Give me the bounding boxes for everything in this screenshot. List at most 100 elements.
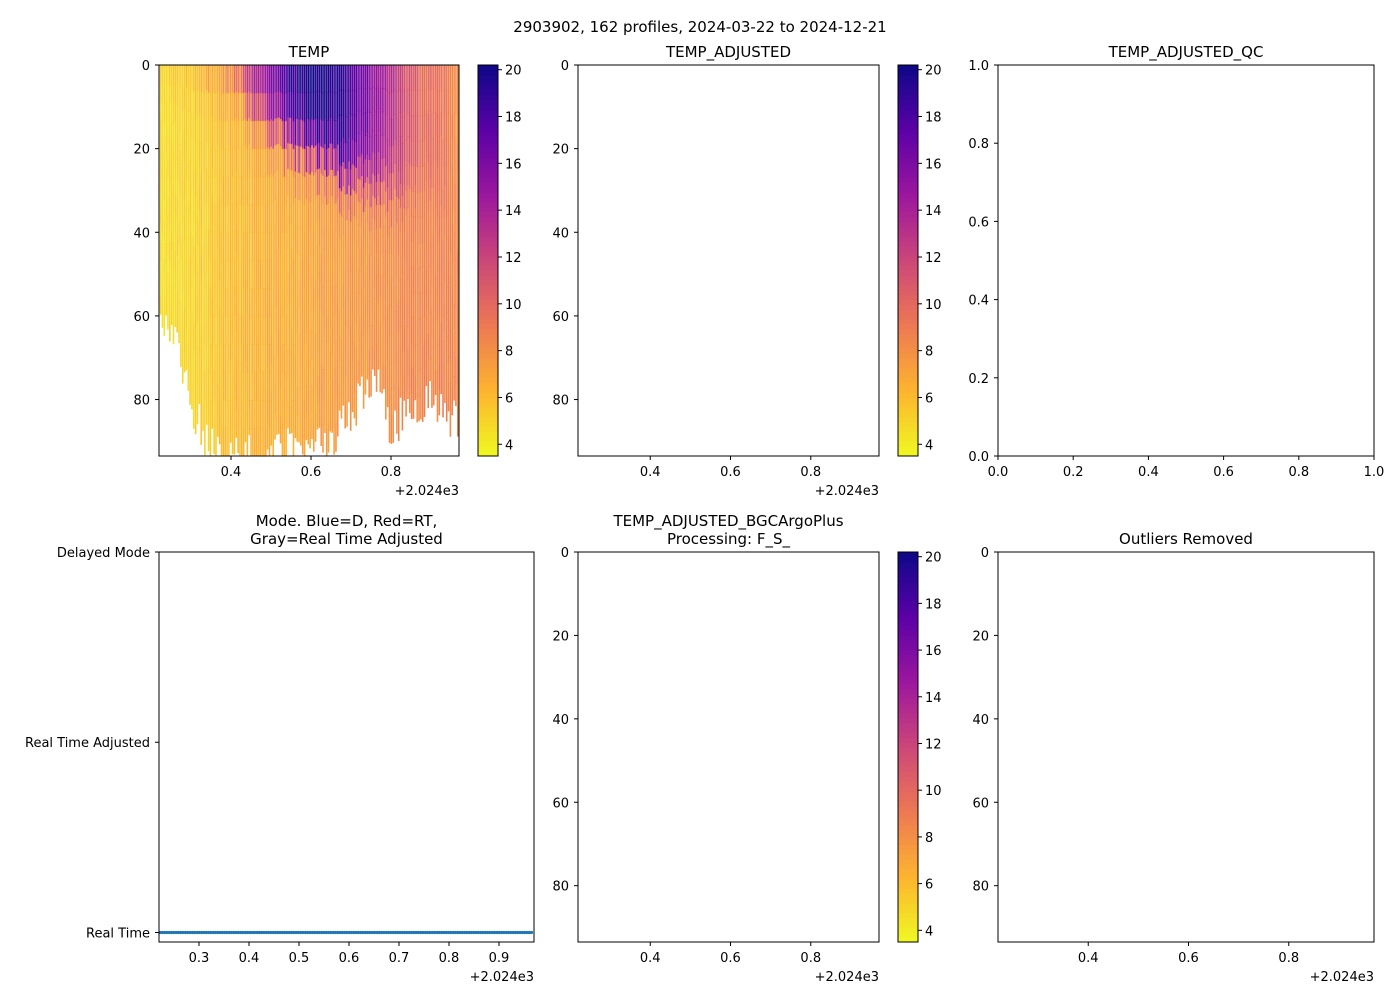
profile-cell [348,137,350,162]
profile-cell [187,227,190,252]
profile-cell [307,65,310,93]
profile-cell [303,120,306,150]
profile-cell [383,365,385,390]
profile-cell [344,298,346,325]
profile-cell [348,233,350,259]
profile-cell [357,314,359,339]
profile-cell [174,233,177,253]
profile-cell [167,309,169,330]
profile-cell [445,166,448,193]
profile-cell [303,92,306,122]
profile-cell [294,65,297,93]
profile-cell [281,288,284,317]
profile-cell [200,363,202,391]
profile-cell [193,298,195,326]
profile-cell [370,348,372,373]
profile-cell [353,392,356,419]
profile-cell [241,316,243,345]
profile-cell [305,279,308,307]
profile-cell [327,203,330,232]
profile-cell [217,277,219,305]
profile-cell [447,89,450,115]
mode-point [234,930,238,935]
mode-point [525,930,529,935]
profile-cell [309,365,311,394]
profile-cell [377,217,380,240]
profile-cell [420,216,422,243]
profile-cell [305,252,308,280]
profile-cell [416,294,418,321]
profile-cell [372,347,374,370]
profile-cell [218,173,221,201]
profile-cell [204,343,206,372]
profile-cell [239,232,241,261]
profile-cell [311,305,313,333]
profile-cell [229,91,232,120]
profile-cell [383,226,385,251]
profile-cell [421,344,424,372]
profile-cell [191,114,193,140]
profile-cell [250,372,252,401]
profile-cell [185,239,188,262]
profile-cell [444,354,446,379]
profile-cell [248,249,250,277]
profile-cell [364,346,367,372]
profile-cell [392,91,394,120]
colorbar-strip [898,412,918,418]
profile-cell [447,361,450,387]
profile-cell [196,372,199,399]
colorbar-strip [898,678,918,685]
profile-cell [178,203,180,225]
colorbar-strip [478,94,498,100]
profile-cell [241,148,243,178]
profile-cell [373,353,376,376]
profile-cell [427,309,430,335]
profile-cell [276,65,278,92]
profile-cell [377,130,380,153]
profile-cell [396,354,398,382]
profile-cell [253,344,256,373]
profile-cell [253,176,256,206]
profile-cell [272,120,274,150]
profile-cell [253,120,256,150]
profile-cell [373,264,376,288]
profile-cell [211,246,214,274]
profile-cell [364,182,367,207]
colorbar-strip [898,800,918,807]
profile-cell [231,370,234,399]
profile-cell [233,92,236,122]
profile-cell [418,293,420,320]
colorbar-strip [478,280,498,286]
profile-cell [453,280,455,305]
profile-cell [379,135,382,159]
profile-cell [296,253,298,281]
profile-cell [379,181,382,206]
profile-cell [296,414,298,442]
profile-cell [296,279,298,308]
profile-cell [224,120,226,150]
profile-cell [185,65,188,88]
profile-cell [268,316,271,345]
colorbar-strip [898,240,918,247]
profile-cell [421,166,424,193]
mode-point [255,930,259,935]
profile-cell [183,152,186,176]
y-tick-label: 20 [133,143,150,158]
profile-cell [239,399,241,428]
profile-cell [176,84,178,104]
profile-cell [167,178,169,198]
colorbar-strip [478,104,498,110]
profile-cell [449,144,452,172]
mode-point [326,930,331,935]
profile-cell [285,400,287,429]
profile-cell [425,225,428,249]
profile-cell [292,204,295,234]
colorbar-tick-label: 18 [925,111,942,126]
profile-cell [377,325,380,348]
profile-cell [320,255,322,283]
profile-cell [455,210,457,236]
profile-cell [359,156,361,181]
profile-cell [218,335,221,364]
profile-cell [370,112,372,137]
profile-cell [314,199,317,227]
